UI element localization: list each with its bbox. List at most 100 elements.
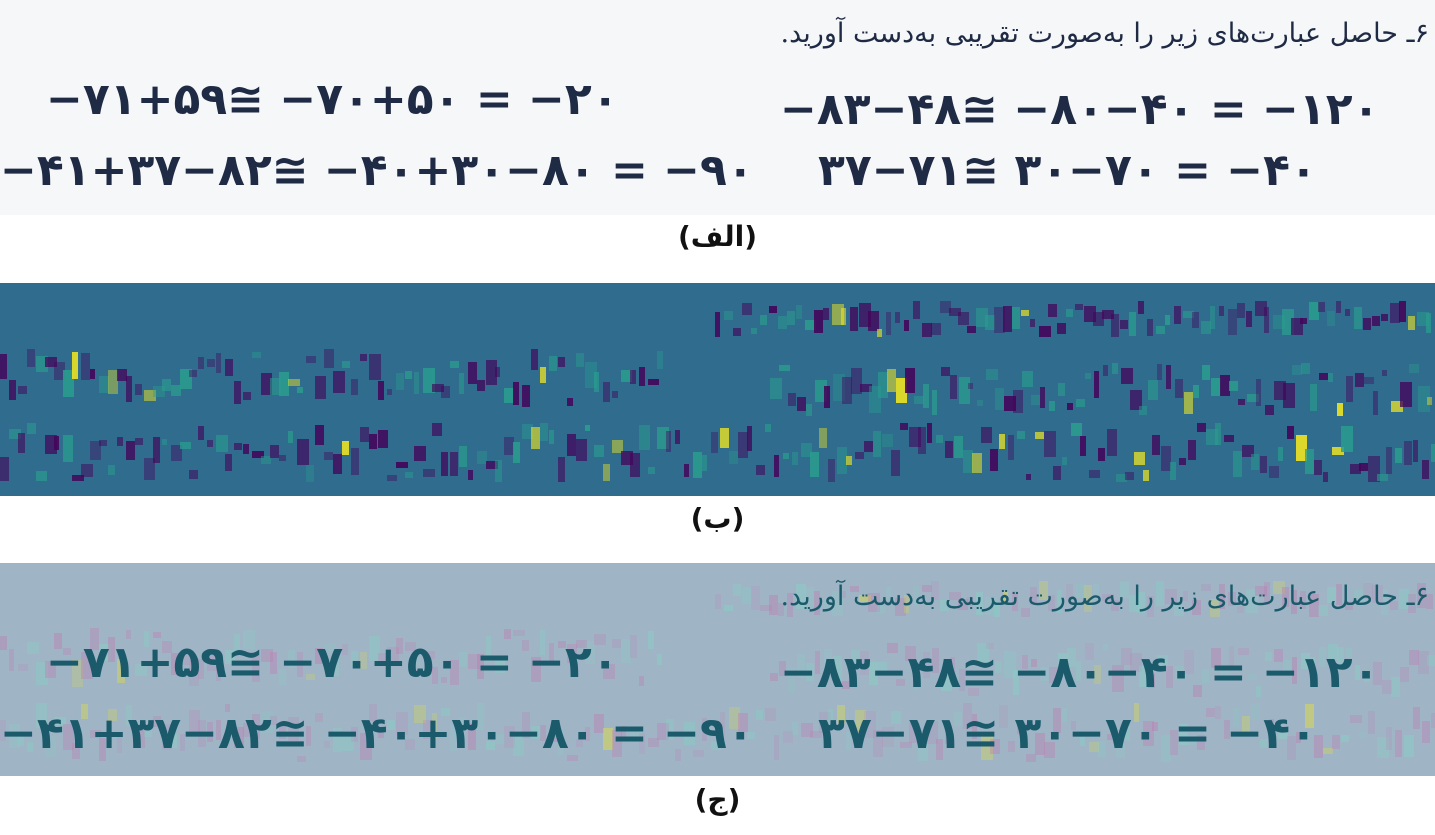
heat-cell — [423, 469, 435, 477]
heat-cell — [459, 446, 467, 467]
heat-cell — [414, 372, 419, 394]
heat-cell — [27, 742, 33, 752]
heat-cell — [787, 311, 795, 325]
heat-cell — [1354, 590, 1365, 601]
heat-cell — [715, 594, 721, 609]
heat-cell — [1363, 583, 1373, 599]
heat-cell — [959, 669, 965, 691]
heat-cell — [1364, 670, 1370, 682]
heat-cell — [1377, 474, 1388, 481]
heat-cell — [904, 595, 909, 613]
heat-cell — [1089, 742, 1099, 752]
heat-cell — [814, 591, 820, 615]
heat-cell — [1404, 441, 1412, 465]
heat-cell — [603, 382, 610, 402]
heat-cell — [648, 631, 654, 649]
heat-cell — [630, 635, 637, 658]
heat-cell — [63, 370, 74, 397]
heat-cell — [90, 441, 101, 460]
heat-cell — [1359, 732, 1366, 738]
heat-cell — [1192, 600, 1201, 615]
heat-cell — [27, 423, 36, 434]
heat-cell — [1274, 649, 1283, 662]
heat-cell — [675, 430, 680, 444]
heat-cell — [954, 436, 963, 458]
heat-cell — [1030, 587, 1037, 605]
heat-cell — [1143, 721, 1154, 746]
heat-cell — [724, 605, 733, 611]
heat-cell — [1399, 589, 1409, 609]
heat-cell — [1048, 595, 1055, 611]
heat-cell — [27, 642, 39, 654]
heat-cell — [1418, 651, 1429, 674]
heat-cell — [747, 732, 755, 739]
heat-cell — [1179, 458, 1186, 465]
heat-cell — [1219, 306, 1224, 316]
heat-cell — [1292, 657, 1297, 684]
heat-cell — [1210, 599, 1220, 617]
heat-cell — [306, 465, 314, 482]
heat-cell — [1107, 734, 1117, 740]
expression-2-overlay: −۸۳−۴۸≅ −۸۰−۴۰ = −۱۲۰ — [780, 647, 1380, 698]
heat-cell — [1139, 666, 1150, 687]
heat-cell — [639, 367, 645, 386]
heat-cell — [1345, 602, 1353, 610]
heat-cell — [531, 349, 538, 370]
heat-cell — [441, 677, 447, 683]
heat-cell — [1174, 606, 1184, 616]
heat-cell — [1134, 452, 1145, 465]
expression-4: ۳۷−۷۱≅ ۳۰−۷۰ = −۴۰ — [818, 145, 1317, 196]
caption-a: (الف) — [677, 220, 758, 253]
heat-cell — [886, 587, 891, 599]
heat-cell — [801, 443, 812, 457]
heat-cell — [1165, 315, 1170, 325]
heat-cell — [504, 437, 514, 455]
heat-cell — [733, 584, 741, 596]
heat-cell — [913, 586, 919, 606]
heat-cell — [1373, 662, 1382, 685]
heat-cell — [1382, 370, 1387, 376]
heat-cell — [513, 382, 519, 405]
heat-cell — [153, 632, 161, 638]
heat-cell — [805, 320, 816, 330]
heat-cell — [936, 435, 943, 443]
heat-cell — [387, 475, 397, 481]
heat-cell — [117, 735, 122, 753]
heat-cell — [594, 634, 606, 645]
heat-cell — [369, 354, 381, 380]
heat-cell — [117, 659, 125, 683]
heat-cell — [1008, 741, 1015, 752]
heat-cell — [1013, 670, 1019, 695]
heat-cell — [504, 726, 515, 748]
heat-cell — [1188, 440, 1196, 460]
heat-cell — [1400, 382, 1412, 407]
heat-cell — [423, 720, 432, 739]
heat-cell — [1094, 371, 1099, 398]
heat-cell — [972, 714, 977, 739]
heat-cell — [630, 731, 642, 741]
heat-cell — [387, 720, 395, 730]
heat-cell — [1323, 748, 1333, 754]
heat-cell — [324, 741, 330, 748]
heat-cell — [994, 602, 1000, 617]
heat-cell — [594, 372, 599, 392]
heat-cell — [369, 636, 380, 661]
heat-cell — [958, 599, 968, 610]
heat-cell — [180, 734, 185, 751]
heat-cell — [774, 735, 779, 760]
heat-cell — [918, 740, 928, 761]
heat-cell — [1021, 310, 1029, 316]
heat-cell — [144, 725, 152, 737]
heat-cell — [733, 328, 741, 336]
heat-cell — [432, 667, 438, 684]
heat-cell — [333, 656, 339, 676]
heat-cell — [450, 361, 459, 368]
heat-cell — [1080, 737, 1085, 746]
heat-cell — [450, 452, 458, 476]
heat-cell — [549, 430, 554, 444]
heat-cell — [1193, 385, 1199, 398]
heat-cell — [1111, 314, 1119, 337]
heat-cell — [1120, 582, 1129, 598]
heat-cell — [779, 365, 790, 371]
heat-cell — [1228, 592, 1236, 606]
